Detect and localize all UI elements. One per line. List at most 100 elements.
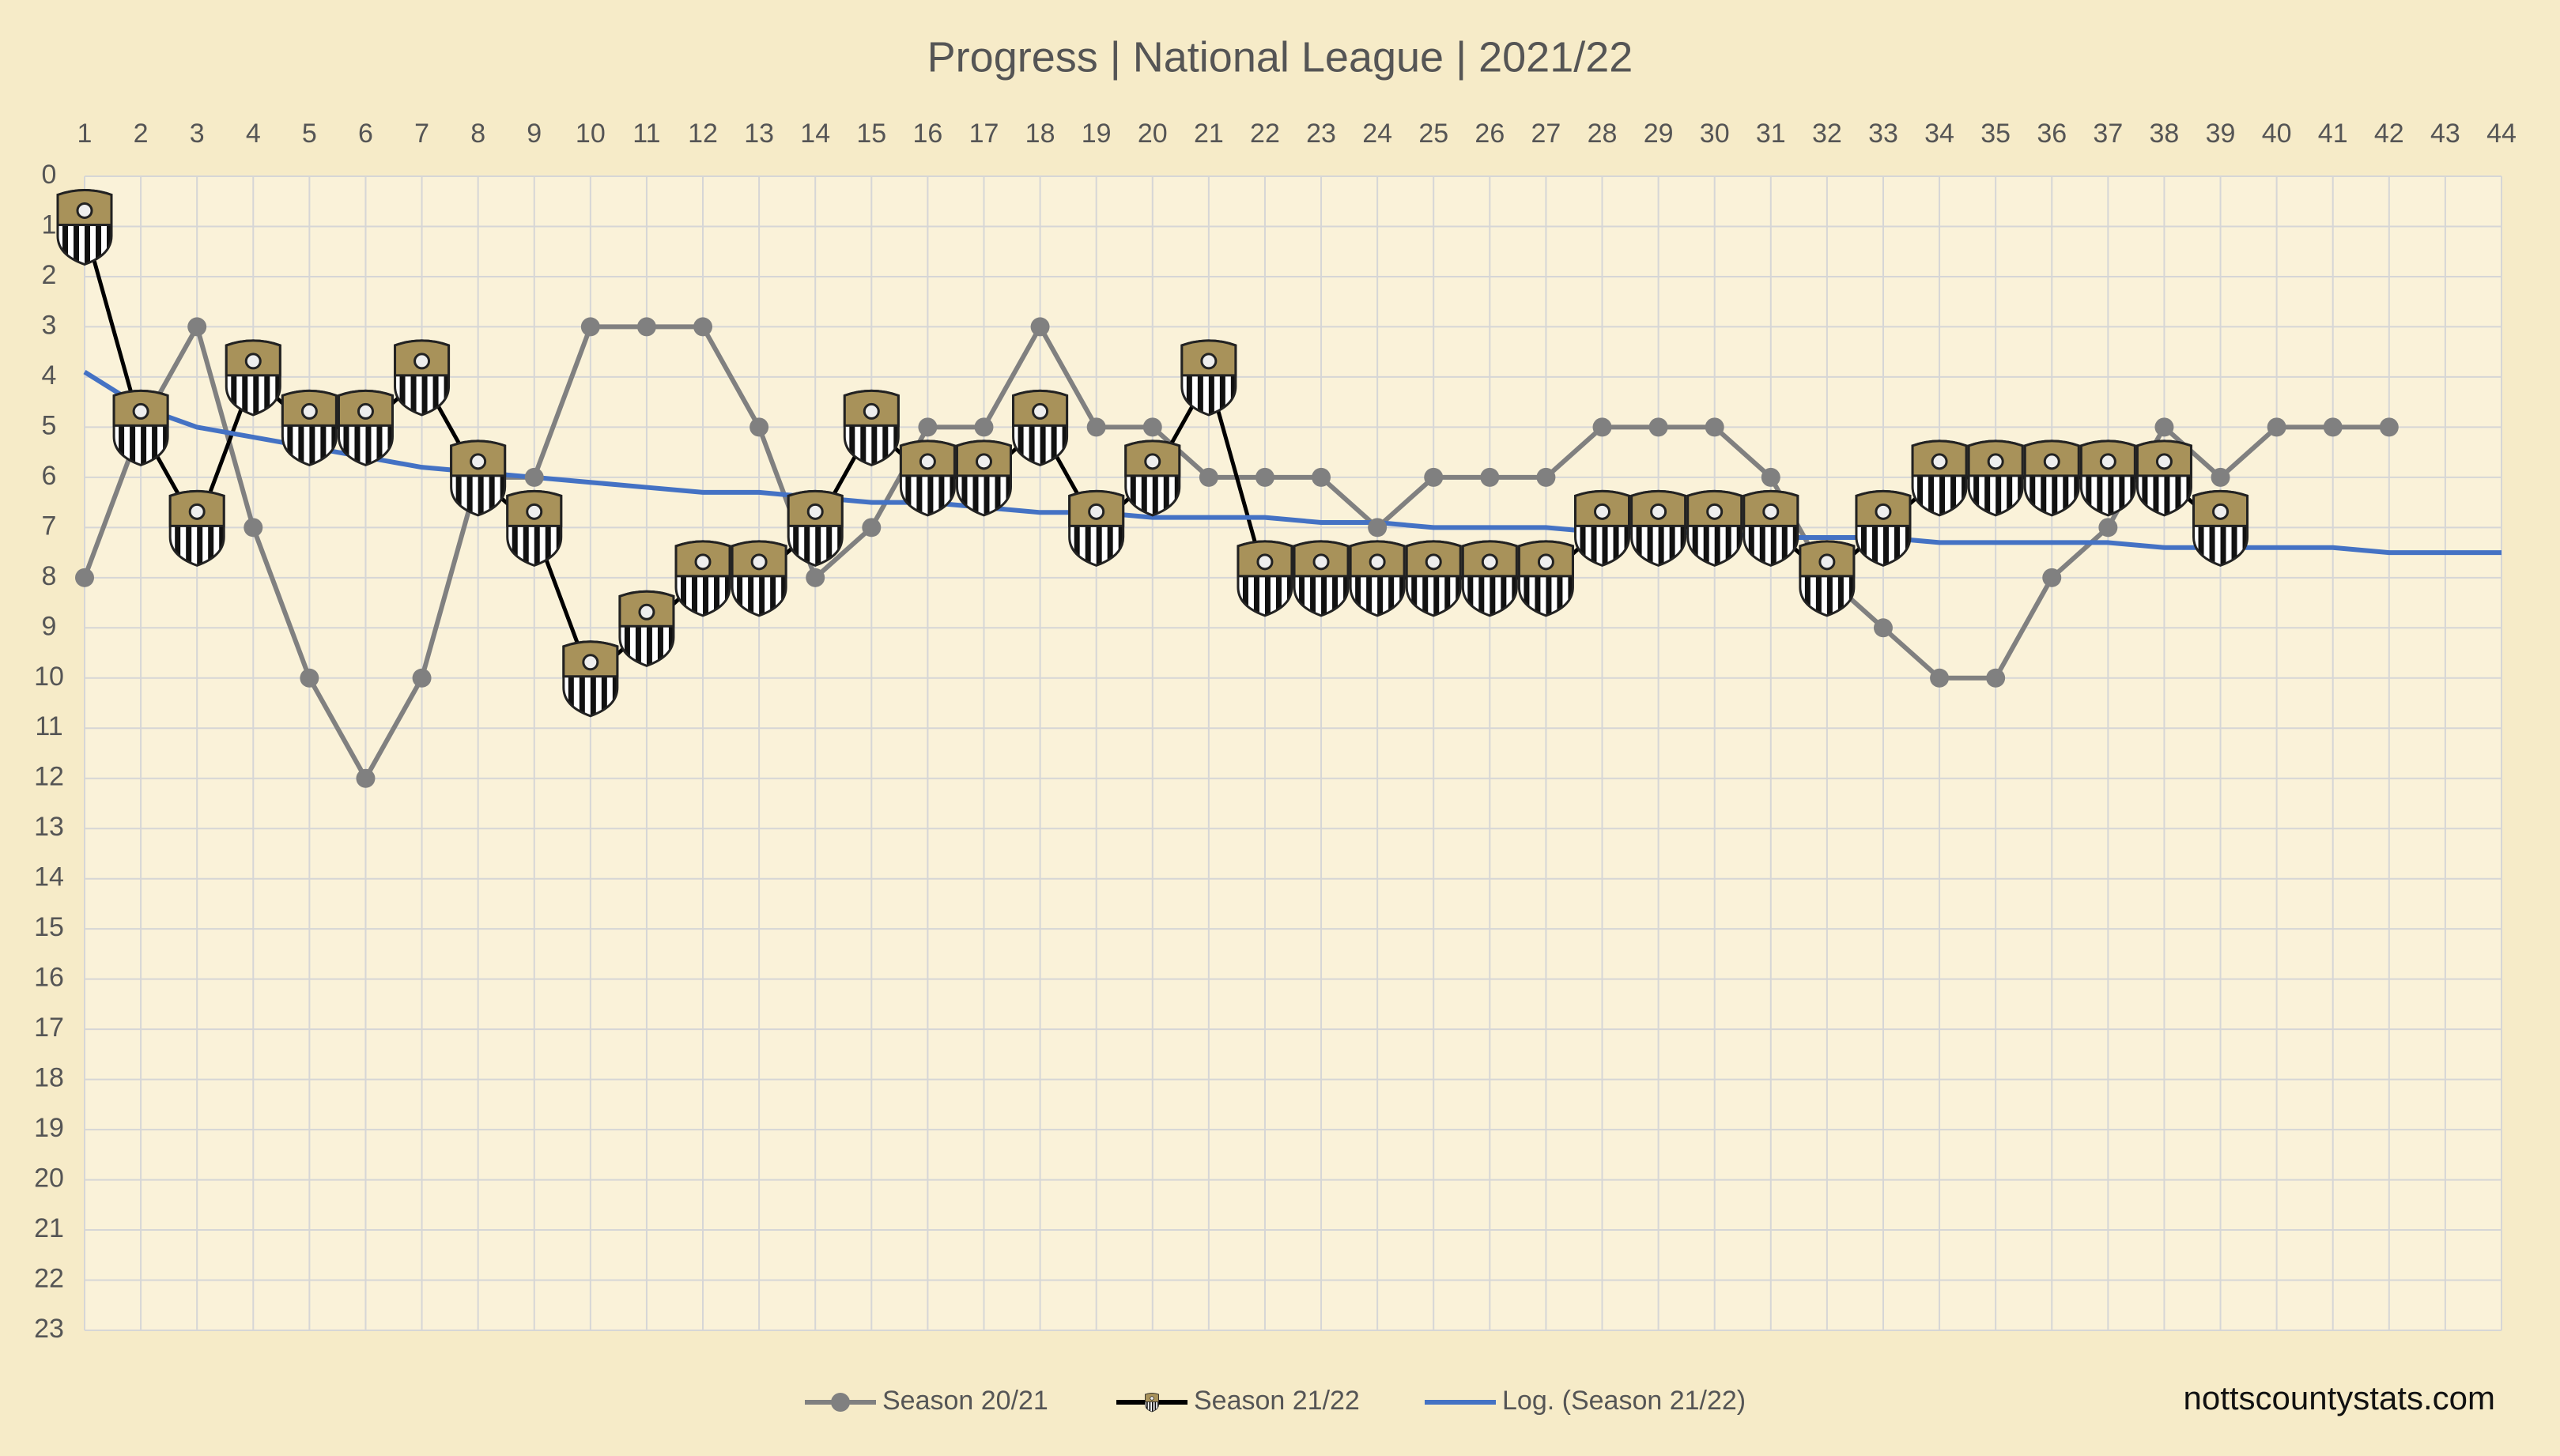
x-tick-label: 14: [800, 119, 830, 149]
badge-marker: [1237, 540, 1293, 617]
badge-emblem: [582, 654, 599, 671]
badge-emblem: [300, 402, 318, 420]
badge-marker: [1686, 489, 1743, 567]
x-tick-label: 10: [576, 119, 606, 149]
badge-marker: [2192, 489, 2249, 567]
badge-marker: [562, 640, 619, 718]
x-tick-label: 25: [1418, 119, 1448, 149]
x-tick-label: 12: [688, 119, 718, 149]
point: [2323, 417, 2343, 437]
badge-emblem: [750, 553, 768, 571]
badge-marker: [1349, 540, 1406, 617]
badge-emblem: [244, 353, 262, 370]
y-tick-label: 0: [42, 160, 57, 190]
badge-emblem: [2043, 453, 2060, 470]
badge-marker: [1068, 489, 1125, 567]
y-tick-label: 23: [34, 1314, 64, 1344]
point: [1142, 417, 1162, 437]
badge-marker: [225, 339, 281, 417]
x-tick-label: 24: [1362, 119, 1392, 149]
badge-marker: [674, 540, 731, 617]
y-tick-label: 2: [42, 260, 57, 290]
point: [300, 668, 319, 688]
x-tick-label: 29: [1644, 119, 1674, 149]
point: [1930, 668, 1950, 688]
x-tick-label: 21: [1194, 119, 1224, 149]
badge-marker: [168, 489, 225, 567]
y-tick-label: 12: [34, 762, 64, 792]
point: [2042, 568, 2062, 587]
badge-emblem: [975, 453, 992, 470]
y-tick-label: 10: [34, 662, 64, 692]
x-tick-label: 44: [2486, 119, 2517, 149]
badge-emblem: [1706, 503, 1724, 520]
badge-emblem: [132, 402, 149, 420]
x-tick-label: 40: [2262, 119, 2292, 149]
x-tick-label: 9: [527, 119, 542, 149]
y-tick-label: 8: [42, 561, 57, 591]
x-tick-label: 18: [1025, 119, 1055, 149]
point: [580, 317, 600, 337]
point: [1648, 417, 1668, 437]
x-tick-label: 28: [1588, 119, 1618, 149]
badge-emblem: [1537, 553, 1554, 571]
point: [2211, 467, 2230, 487]
x-tick-label: 3: [190, 119, 205, 149]
x-tick-label: 4: [246, 119, 261, 149]
x-tick-label: 5: [302, 119, 317, 149]
badge-marker: [1012, 389, 1069, 466]
badge-marker: [731, 540, 787, 617]
badge-emblem: [919, 453, 936, 470]
y-tick-label: 11: [35, 711, 62, 741]
y-tick-label: 22: [34, 1264, 64, 1294]
x-tick-label: 43: [2430, 119, 2460, 149]
badge-emblem: [1650, 503, 1667, 520]
x-tick-label: 39: [2206, 119, 2236, 149]
badge-emblem: [1312, 553, 1330, 571]
badge-marker: [1180, 339, 1237, 417]
x-tick-label: 26: [1474, 119, 1505, 149]
badge-marker: [955, 439, 1012, 517]
badge-emblem: [526, 503, 543, 520]
x-tick-label: 16: [912, 119, 942, 149]
point: [187, 317, 207, 337]
badge-emblem: [1818, 553, 1836, 571]
x-tick-label: 6: [358, 119, 373, 149]
point: [693, 317, 713, 337]
x-tick-label: 31: [1756, 119, 1786, 149]
badge-emblem: [1425, 553, 1442, 571]
y-tick-label: 20: [34, 1164, 64, 1194]
badge-emblem: [2212, 503, 2230, 520]
badge-emblem: [1762, 503, 1780, 520]
badge-marker: [1911, 439, 1968, 517]
badge-emblem: [188, 503, 206, 520]
badge-emblem: [76, 202, 93, 219]
badge-marker: [281, 389, 338, 466]
legend-label: Log. (Season 21/22): [1502, 1386, 1746, 1416]
badge-emblem: [1150, 1396, 1154, 1401]
badge-emblem: [413, 353, 431, 370]
badge-marker: [112, 389, 169, 466]
badge-marker: [1855, 489, 1912, 567]
x-tick-label: 8: [470, 119, 485, 149]
badge-emblem: [638, 603, 655, 620]
x-tick-label: 36: [2037, 119, 2067, 149]
badge-emblem: [1088, 503, 1105, 520]
source-label: nottscountystats.com: [2183, 1379, 2495, 1416]
badge-marker: [1743, 489, 1799, 567]
x-tick-label: 19: [1082, 119, 1112, 149]
x-tick-label: 27: [1531, 119, 1561, 149]
badge-emblem: [1931, 453, 1948, 470]
point: [1312, 467, 1331, 487]
badge-marker: [2135, 439, 2192, 517]
badge-emblem: [863, 402, 880, 420]
point: [1199, 467, 1218, 487]
badge-marker: [1799, 540, 1856, 617]
x-tick-label: 2: [134, 119, 149, 149]
x-tick-label: 41: [2318, 119, 2348, 149]
badge-marker: [1461, 540, 1518, 617]
point: [862, 518, 882, 538]
point: [1424, 467, 1444, 487]
point: [1536, 467, 1556, 487]
